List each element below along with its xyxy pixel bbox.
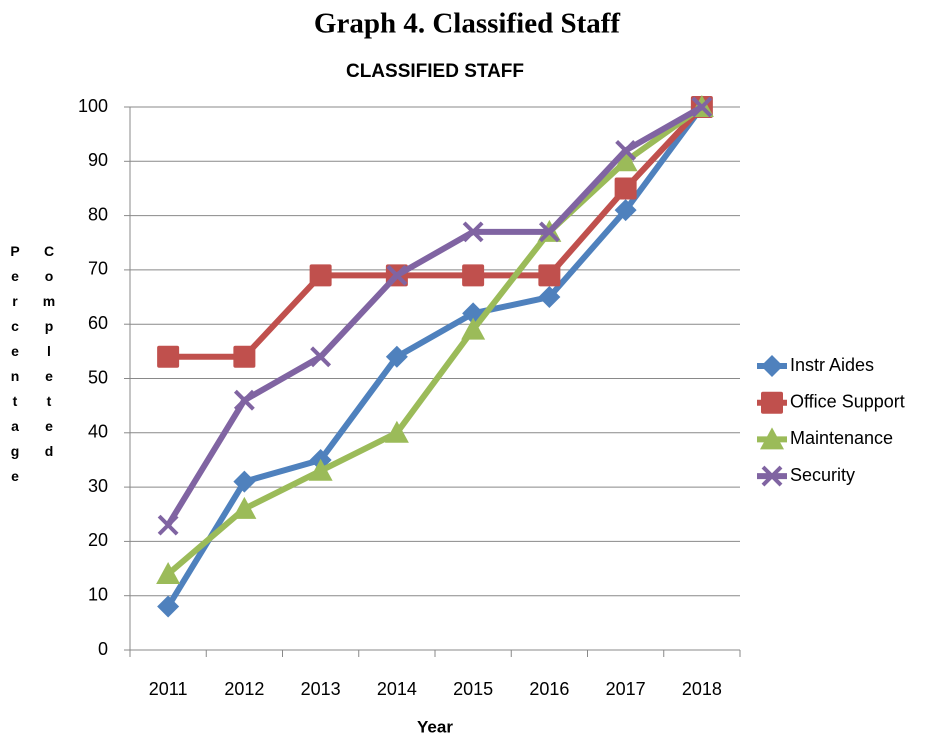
y-tick-label: 40 — [88, 422, 108, 442]
data-point — [462, 264, 485, 287]
data-point — [613, 149, 638, 172]
series-line — [168, 104, 705, 360]
y-axis-label: Completed — [41, 243, 57, 468]
data-point — [614, 177, 637, 200]
data-point — [157, 514, 179, 536]
data-point — [233, 345, 256, 368]
data-point — [538, 286, 561, 309]
y-tick-label: 60 — [88, 313, 108, 333]
legend-marker — [761, 465, 783, 487]
page-title: Graph 4. Classified Staff — [314, 8, 620, 40]
y-tick-label: 90 — [88, 150, 108, 170]
x-tick-label: 2014 — [377, 679, 417, 699]
y-tick-label: 10 — [88, 584, 108, 604]
data-point — [691, 96, 713, 118]
data-point — [385, 345, 408, 368]
series-line — [165, 105, 705, 609]
x-tick-label: 2015 — [453, 679, 493, 699]
y-tick-label: 20 — [88, 530, 108, 550]
x-tick-label: 2018 — [682, 679, 722, 699]
y-tick-label: 0 — [98, 639, 108, 659]
y-tick-label: 80 — [88, 204, 108, 224]
legend-label: Office Support — [790, 391, 905, 411]
data-point — [233, 389, 255, 411]
data-point — [157, 595, 180, 618]
y-tick-label: 30 — [88, 476, 108, 496]
legend-label: Maintenance — [790, 428, 893, 448]
legend-label: Security — [790, 465, 855, 485]
x-tick-label: 2012 — [224, 679, 264, 699]
data-point — [157, 345, 180, 368]
data-point — [461, 317, 486, 340]
chart-title: CLASSIFIED STAFF — [346, 61, 524, 82]
data-point — [310, 346, 332, 368]
legend-marker — [761, 391, 783, 414]
data-point — [308, 458, 333, 481]
x-tick-label: 2017 — [606, 679, 646, 699]
x-tick-label: 2013 — [301, 679, 341, 699]
data-point — [232, 496, 257, 519]
data-point — [386, 264, 408, 286]
y-tick-label: 50 — [88, 367, 108, 387]
y-tick-label: 70 — [88, 259, 108, 279]
data-point — [233, 470, 256, 493]
data-point — [384, 420, 409, 443]
y-axis-label: Percentage — [7, 243, 23, 493]
series-line — [166, 104, 704, 577]
legend-label: Instr Aides — [790, 355, 874, 375]
x-tick-label: 2016 — [529, 679, 569, 699]
data-point — [309, 264, 332, 287]
data-point — [156, 561, 181, 584]
data-point — [538, 221, 560, 243]
y-tick-label: 100 — [78, 96, 108, 116]
legend-marker — [760, 427, 784, 450]
data-point — [614, 199, 637, 222]
series-line — [165, 104, 704, 527]
legend-marker — [761, 355, 783, 377]
data-point — [462, 221, 484, 243]
x-axis-label: Year — [417, 717, 453, 736]
data-point — [538, 264, 561, 287]
x-tick-label: 2011 — [149, 679, 188, 699]
data-point — [615, 140, 637, 161]
